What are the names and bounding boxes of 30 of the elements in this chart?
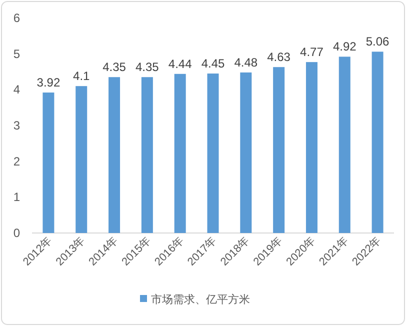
data-label: 4.44 bbox=[168, 56, 192, 71]
y-tick-label: 6 bbox=[13, 11, 20, 25]
bar bbox=[42, 92, 54, 233]
data-label: 4.77 bbox=[300, 45, 324, 60]
y-tick-label: 5 bbox=[13, 46, 20, 61]
data-label: 4.63 bbox=[267, 50, 291, 64]
bar bbox=[273, 67, 285, 233]
bar bbox=[240, 72, 252, 233]
bar bbox=[306, 62, 318, 233]
data-label: 4.45 bbox=[201, 56, 225, 71]
bar bbox=[76, 86, 88, 233]
data-label: 4.1 bbox=[73, 69, 90, 84]
bar bbox=[108, 77, 120, 233]
data-label: 3.92 bbox=[36, 76, 60, 90]
data-label: 4.35 bbox=[136, 60, 160, 74]
data-label: 5.06 bbox=[366, 34, 390, 49]
bar bbox=[174, 74, 186, 233]
y-tick-label: 1 bbox=[13, 190, 20, 204]
y-tick-label: 2 bbox=[13, 154, 20, 168]
y-tick-label: 0 bbox=[13, 226, 20, 240]
legend-label: 市场需求、亿平方米 bbox=[151, 293, 250, 306]
y-tick-label: 3 bbox=[13, 118, 20, 132]
data-label: 4.35 bbox=[102, 60, 126, 74]
bar bbox=[372, 52, 384, 233]
y-tick-label: 4 bbox=[13, 82, 20, 97]
bar bbox=[338, 56, 350, 233]
data-label: 4.92 bbox=[332, 40, 357, 54]
bar bbox=[141, 77, 153, 233]
data-label: 4.48 bbox=[234, 55, 258, 70]
bar bbox=[207, 74, 219, 233]
